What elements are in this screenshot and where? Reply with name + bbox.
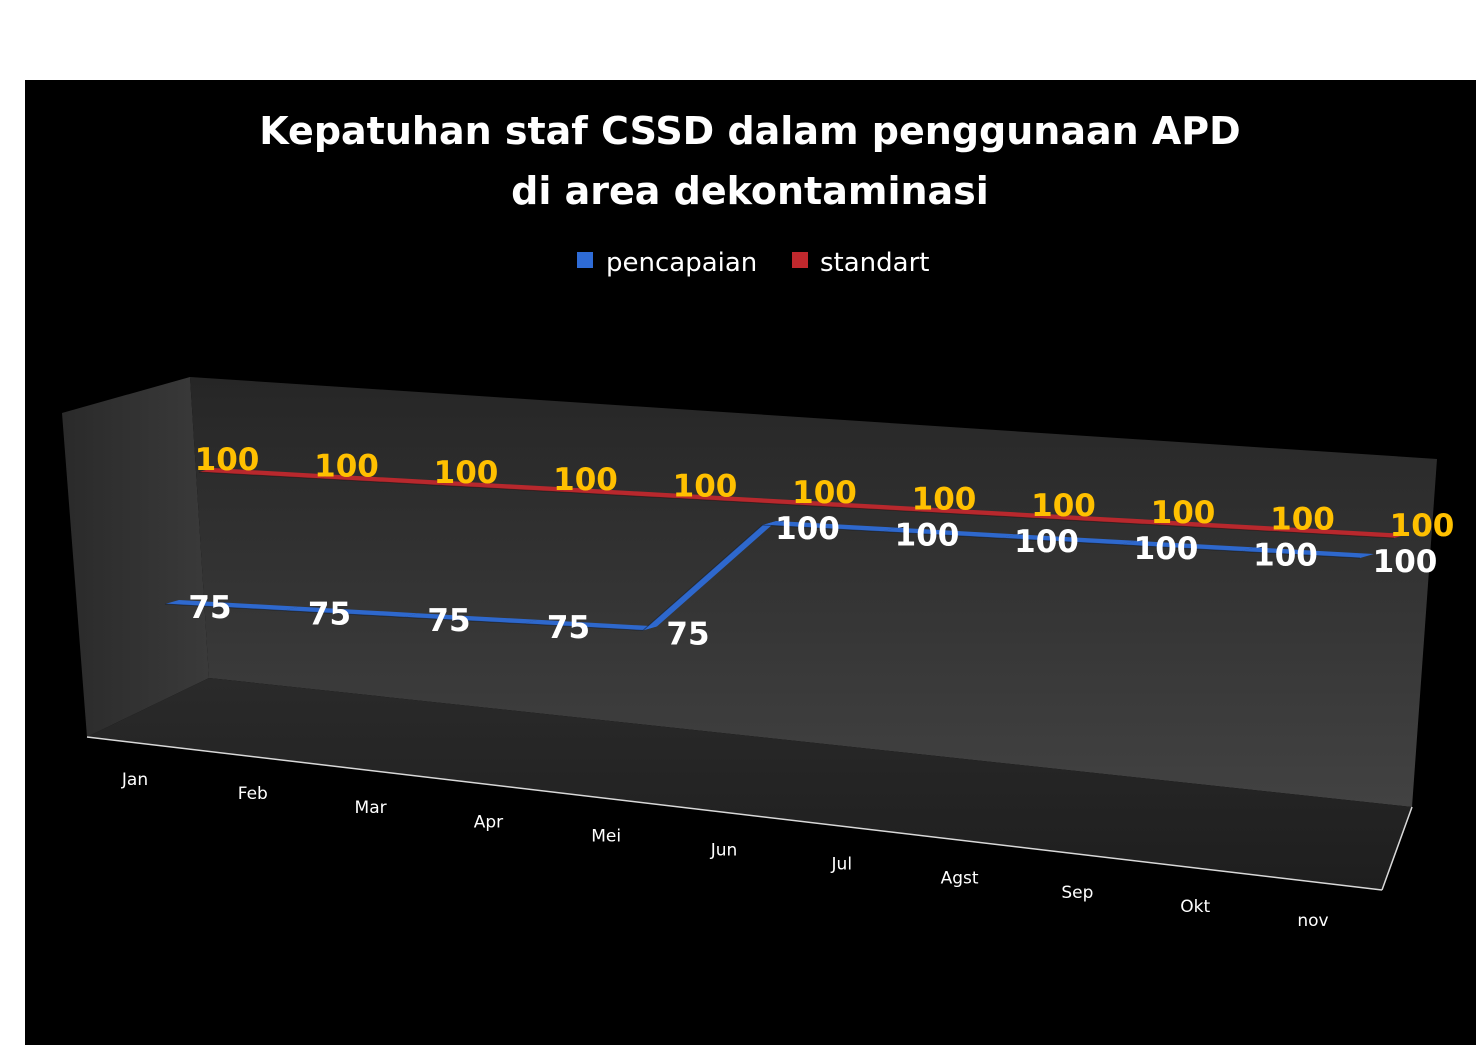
series-pencapaian — [164, 521, 1374, 631]
legend-label-standart: standart — [820, 248, 929, 278]
segment-edge-standart-Sep — [1154, 524, 1275, 532]
ribbon-standart-Jun — [796, 501, 930, 512]
data-label-standart-Mar: 100 — [434, 455, 499, 491]
tick-label-Apr: Apr — [474, 812, 503, 832]
segment-edge-pencapaian-Mei — [642, 524, 763, 631]
legend-label-pencapaian: pencapaian — [606, 248, 757, 278]
ribbon-standart-Agst — [1035, 514, 1169, 525]
legend-swatch-pencapaian — [577, 252, 593, 268]
data-label-pencapaian-nov: 100 — [1373, 544, 1438, 580]
ribbon-standart-Feb — [318, 474, 452, 486]
tick-label-Mar: Mar — [355, 798, 387, 818]
line-chart: Kepatuhan staf CSSD dalam penggunaan APD… — [62, 109, 1454, 931]
ribbon-pencapaian-Apr — [523, 619, 657, 631]
data-label-pencapaian-Jan: 75 — [188, 590, 231, 626]
data-label-pencapaian-Apr: 75 — [547, 610, 590, 646]
ribbon-pencapaian-Sep — [1121, 540, 1255, 552]
data-label-pencapaian-Jun: 100 — [775, 511, 840, 547]
chart-title-line-1: Kepatuhan staf CSSD dalam penggunaan APD — [259, 109, 1240, 153]
tick-label-Jun: Jun — [710, 841, 738, 861]
ribbon-pencapaian-Mei — [643, 521, 777, 631]
data-label-pencapaian-Feb: 75 — [308, 597, 351, 633]
segment-edge-standart-Mei — [676, 497, 797, 506]
segment-edge-pencapaian-Sep — [1120, 544, 1241, 552]
chart-area: Kepatuhan staf CSSD dalam penggunaan APD… — [25, 80, 1476, 1045]
tick-label-Mei: Mei — [591, 826, 621, 846]
segment-edge-pencapaian-Jun — [762, 524, 883, 533]
ribbon-pencapaian-Agst — [1001, 534, 1135, 545]
chart-title-line-2: di area dekontaminasi — [511, 169, 989, 213]
segment-edge-pencapaian-Feb — [284, 610, 405, 618]
segment-edge-pencapaian-Mar — [403, 616, 524, 625]
data-label-standart-nov: 100 — [1390, 508, 1455, 544]
ribbon-pencapaian-Jul — [882, 527, 1016, 539]
ribbon-pencapaian-Feb — [284, 606, 418, 618]
x-axis-line — [86, 736, 1383, 891]
segment-edge-standart-Apr — [557, 491, 678, 499]
segment-edge-standart-Jun — [796, 504, 917, 513]
segment-edge-pencapaian-Jul — [881, 531, 1002, 539]
data-label-standart-Apr: 100 — [553, 462, 618, 498]
side-wall — [62, 377, 209, 737]
legend: pencapaian standart — [577, 248, 929, 278]
data-label-pencapaian-Agst: 100 — [1014, 524, 1079, 560]
data-label-standart-Jan: 100 — [195, 442, 260, 478]
ribbon-pencapaian-Mar — [404, 613, 538, 624]
ribbon-standart-Okt — [1274, 527, 1408, 538]
data-label-standart-Agst: 100 — [1031, 488, 1096, 524]
ribbon-standart-Apr — [557, 487, 691, 499]
data-label-standart-Feb: 100 — [314, 449, 379, 485]
segment-edge-standart-Okt — [1274, 530, 1395, 539]
segment-edge-standart-Jan — [198, 471, 319, 480]
floor-right-edge — [1381, 806, 1413, 891]
data-label-pencapaian-Mei: 75 — [666, 616, 709, 652]
segment-edge-pencapaian-Agst — [1001, 537, 1122, 546]
data-label-pencapaian-Sep: 100 — [1134, 531, 1199, 567]
data-label-standart-Jul: 100 — [912, 482, 977, 518]
tick-label-Jan: Jan — [121, 770, 148, 790]
ribbon-pencapaian-Jan — [165, 600, 299, 611]
segment-edge-standart-Jul — [915, 511, 1036, 519]
segment-edge-pencapaian-Apr — [523, 623, 644, 631]
tick-label-nov: nov — [1297, 911, 1328, 931]
series-layer — [164, 468, 1408, 631]
data-label-standart-Jun: 100 — [792, 475, 857, 511]
ribbon-standart-Mar — [438, 481, 572, 492]
ribbon-standart-Jul — [916, 507, 1050, 519]
ribbon-standart-Mei — [677, 494, 811, 505]
data-label-pencapaian-Mar: 75 — [427, 603, 470, 639]
data-label-standart-Okt: 100 — [1270, 501, 1335, 537]
data-label-standart-Sep: 100 — [1151, 495, 1216, 531]
ribbon-pencapaian-Okt — [1240, 547, 1374, 558]
data-label-pencapaian-Jul: 100 — [895, 518, 960, 554]
tick-label-Feb: Feb — [238, 784, 268, 804]
x-axis-tick-labels: Jan Feb Mar Apr Mei Jun Jul Agst Sep Okt nov — [121, 770, 1329, 931]
tick-label-Sep: Sep — [1061, 883, 1093, 903]
floor — [87, 678, 1412, 890]
ribbon-standart-Sep — [1155, 520, 1289, 532]
segment-edge-standart-Mar — [437, 484, 558, 493]
tick-label-Jul: Jul — [831, 855, 853, 875]
segment-edge-standart-Agst — [1035, 517, 1156, 526]
data-label-standart-Mei: 100 — [673, 468, 738, 504]
legend-swatch-standart — [792, 252, 808, 268]
tick-label-Okt: Okt — [1180, 897, 1210, 917]
segment-edge-pencapaian-Jan — [164, 603, 285, 612]
segment-edge-standart-Feb — [318, 478, 439, 486]
data-label-pencapaian-Okt: 100 — [1253, 537, 1318, 573]
ribbon-standart-Jan — [199, 468, 333, 479]
ribbon-pencapaian-Jun — [762, 521, 896, 532]
segment-edge-pencapaian-Okt — [1240, 550, 1361, 559]
series-standart — [198, 468, 1408, 539]
tick-label-Agst: Agst — [941, 869, 979, 889]
